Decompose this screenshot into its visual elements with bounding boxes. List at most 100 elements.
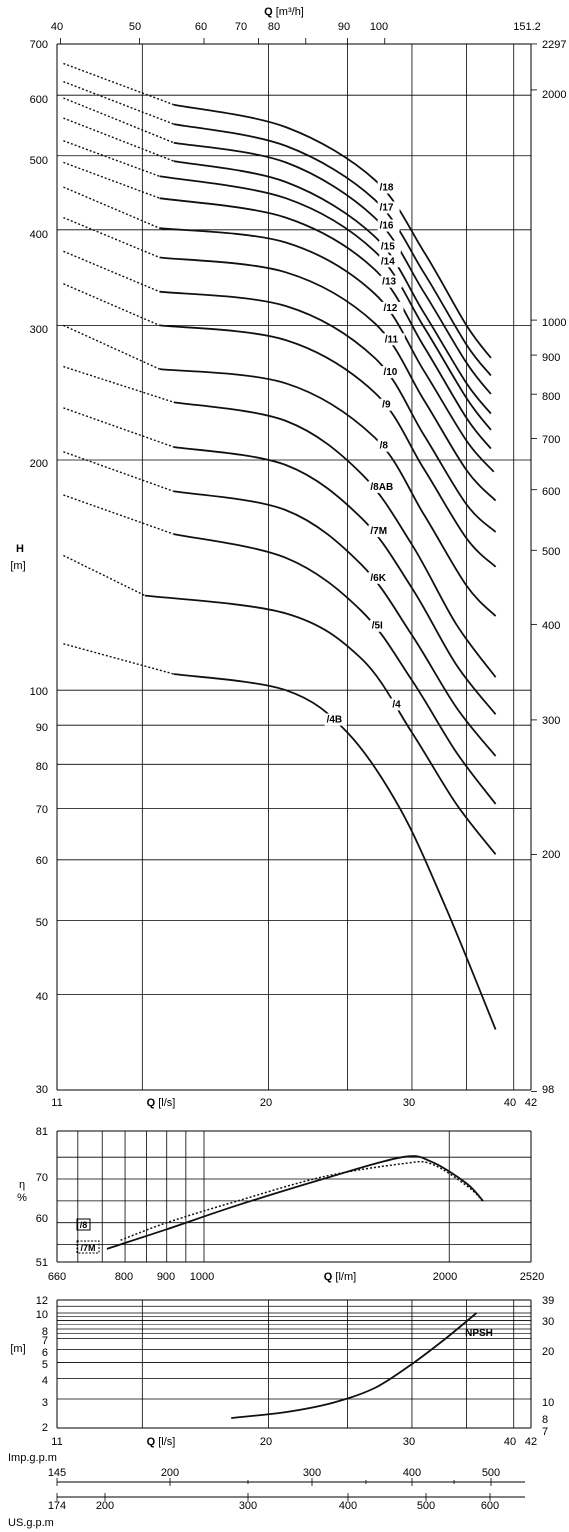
head-curve-dotted (63, 216, 160, 259)
x-tick-bottom: 11 (51, 1097, 62, 1109)
head-curve (159, 368, 497, 617)
head-curve-dotted (63, 140, 160, 177)
x-tick-bottom: 30 (403, 1097, 415, 1109)
head-curve-dotted (63, 494, 174, 535)
npsh-x-tick: 20 (260, 1436, 272, 1448)
y-tick-right: 500 (542, 546, 560, 558)
top-tick: 70 (235, 21, 247, 33)
head-curve (173, 401, 497, 678)
x-tick-bottom: 42 (525, 1097, 537, 1109)
npsh-tick-right: 30 (542, 1316, 554, 1328)
npsh-tick: 8 (42, 1326, 48, 1338)
curve-label: /6K (370, 573, 386, 584)
curve-label-bg (377, 439, 394, 452)
curve-label: /17 (380, 203, 394, 214)
y-tick-left: 40 (36, 991, 48, 1003)
us-gpm-tick: 200 (96, 1500, 114, 1512)
curve-label: /18 (380, 183, 394, 194)
eta-tick: 60 (36, 1213, 48, 1225)
npsh-tick: 6 (42, 1347, 48, 1359)
curve-label-bg (368, 571, 391, 584)
npsh-tick-right: 20 (542, 1346, 554, 1358)
curve-label: /8 (380, 441, 389, 452)
curve-label-bg (368, 525, 391, 538)
head-curve (173, 533, 497, 805)
curve-label-bg (377, 201, 400, 214)
x-tick-bottom: 20 (260, 1097, 272, 1109)
npsh-x-tick: 42 (525, 1436, 537, 1448)
curve-label-bg (378, 255, 401, 268)
us-gpm-tick: 500 (417, 1500, 435, 1512)
eta-tick: 81 (36, 1126, 48, 1138)
y-tick-right: 800 (542, 391, 560, 403)
y-tick-left: 300 (30, 324, 48, 336)
curve-label: /16 (380, 221, 394, 232)
us-gpm-label: US.g.p.m (8, 1517, 54, 1529)
top-tick: 40 (51, 21, 63, 33)
bottom-x-axis-title-head: Q [l/s] (147, 1097, 176, 1109)
curve-label: /12 (383, 303, 397, 314)
y-axis-title-H: H (16, 543, 24, 555)
eta-x-tick: 660 (48, 1271, 66, 1283)
npsh-x-tick: 11 (51, 1436, 62, 1448)
head-curve (173, 673, 497, 1030)
npsh-x-tick: 40 (504, 1436, 516, 1448)
x-tick-bottom: 40 (504, 1097, 516, 1109)
head-curve (173, 446, 497, 715)
y-tick-left: 700 (30, 39, 48, 51)
head-curve-dotted (63, 283, 160, 327)
imp-gpm-label: Imp.g.p.m (8, 1452, 57, 1464)
head-curve (173, 103, 492, 359)
curve-label-bg (368, 480, 397, 493)
npsh-tick-right: 10 (542, 1397, 554, 1409)
imp-gpm-tick: 145 (48, 1467, 66, 1479)
head-curve (173, 490, 497, 757)
eta-x-tick: 2000 (433, 1271, 457, 1283)
top-x-axis-title: Q [m³/h] (264, 6, 304, 18)
y-tick-right: 600 (542, 486, 560, 498)
curve-label-bg (382, 333, 405, 346)
imp-gpm-tick: 300 (303, 1467, 321, 1479)
curve-label-bg (377, 181, 400, 194)
npsh-x-tick: 30 (403, 1436, 415, 1448)
us-gpm-tick: 174 (48, 1500, 66, 1512)
curve-label: /4 (392, 699, 401, 710)
top-tick: 80 (268, 21, 280, 33)
y-tick-right: 700 (542, 434, 560, 446)
legend-box-7M (76, 1240, 100, 1254)
curve-label-bg (380, 275, 403, 288)
curve-label: /5I (372, 621, 383, 632)
y-axis-unit-H: [m] (10, 560, 25, 572)
curve-label: /14 (381, 256, 395, 267)
eta-x-axis-title: Q [l/m] (324, 1271, 356, 1283)
head-curve (173, 123, 492, 377)
head-curve-dotted (63, 407, 174, 448)
curve-label-bg (369, 619, 392, 632)
npsh-curve (231, 1312, 478, 1419)
curve-label-bg (378, 240, 401, 253)
us-gpm-tick: 300 (239, 1500, 257, 1512)
eta-axis-unit: % (17, 1192, 27, 1204)
curve-label: /13 (382, 277, 396, 288)
npsh-tick: 5 (42, 1359, 48, 1371)
npsh-tick-right: 8 (542, 1414, 548, 1426)
grid-lines (56, 38, 537, 1501)
head-curve-dotted (63, 97, 174, 144)
npsh-tick-right: 39 (542, 1295, 554, 1307)
head-curve (159, 227, 495, 473)
eta-curve (120, 1160, 484, 1241)
y-tick-left: 200 (30, 458, 48, 470)
curve-label-bg (377, 219, 400, 232)
head-curve-dotted (63, 250, 160, 293)
y-tick-right: 200 (542, 849, 560, 861)
eta-tick: 70 (36, 1172, 48, 1184)
curve-label-bg (381, 366, 404, 379)
head-curve-dotted (63, 117, 174, 162)
top-tick: 60 (195, 21, 207, 33)
head-curve-dotted (63, 80, 174, 125)
npsh-tick: 10 (36, 1309, 48, 1321)
head-curve-dotted (63, 643, 174, 675)
y-tick-left: 80 (36, 761, 48, 773)
curve-label: /15 (381, 242, 395, 253)
curve-label: /4B (327, 715, 343, 726)
